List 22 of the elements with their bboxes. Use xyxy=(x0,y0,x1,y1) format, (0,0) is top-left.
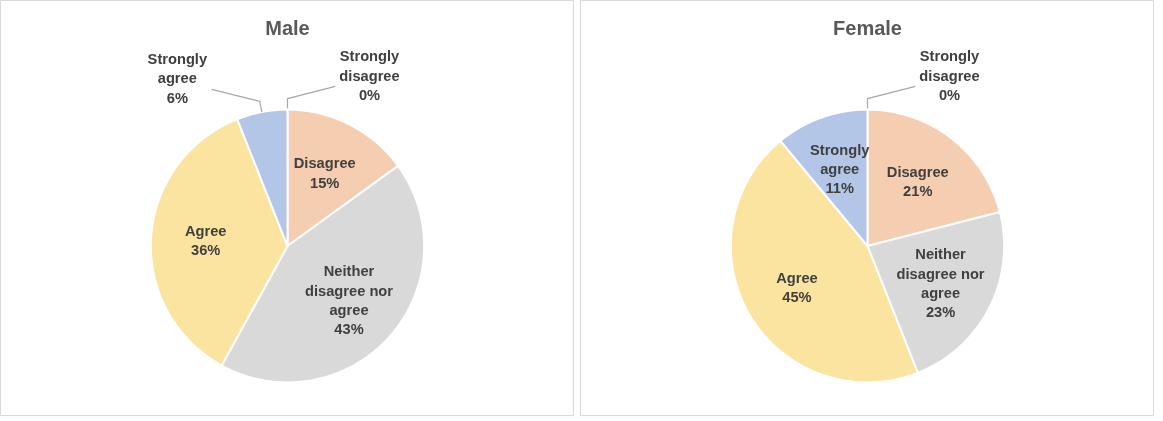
slice-label: Disagree xyxy=(886,163,949,180)
slice-label: Strongly agree xyxy=(147,51,208,87)
data-label: 45% xyxy=(782,289,812,306)
chart-title: Male xyxy=(265,16,310,39)
data-label: 23% xyxy=(925,303,956,320)
chart-title: Female xyxy=(833,16,902,39)
slice-label: Neither disagree nor agree xyxy=(896,246,985,301)
data-label: 11% xyxy=(825,180,854,197)
slice-label: Neither disagree nor agree xyxy=(305,263,394,318)
data-label: 21% xyxy=(903,182,933,199)
slice-label: Strongly agree xyxy=(810,141,871,178)
text: 0% xyxy=(938,86,961,103)
data-label: 36% xyxy=(190,242,221,259)
data-label: 43% xyxy=(334,320,364,337)
slice-label: Agree xyxy=(184,223,227,240)
data-label: 6% xyxy=(166,89,188,106)
data-label: 15% xyxy=(310,174,340,191)
slice-label: Disagree xyxy=(293,155,356,172)
category-label: Strongly disagree xyxy=(919,48,980,84)
text: 0% xyxy=(358,86,381,103)
category-label: Strongly disagree xyxy=(339,48,400,84)
slice-label: Agree xyxy=(776,270,818,287)
